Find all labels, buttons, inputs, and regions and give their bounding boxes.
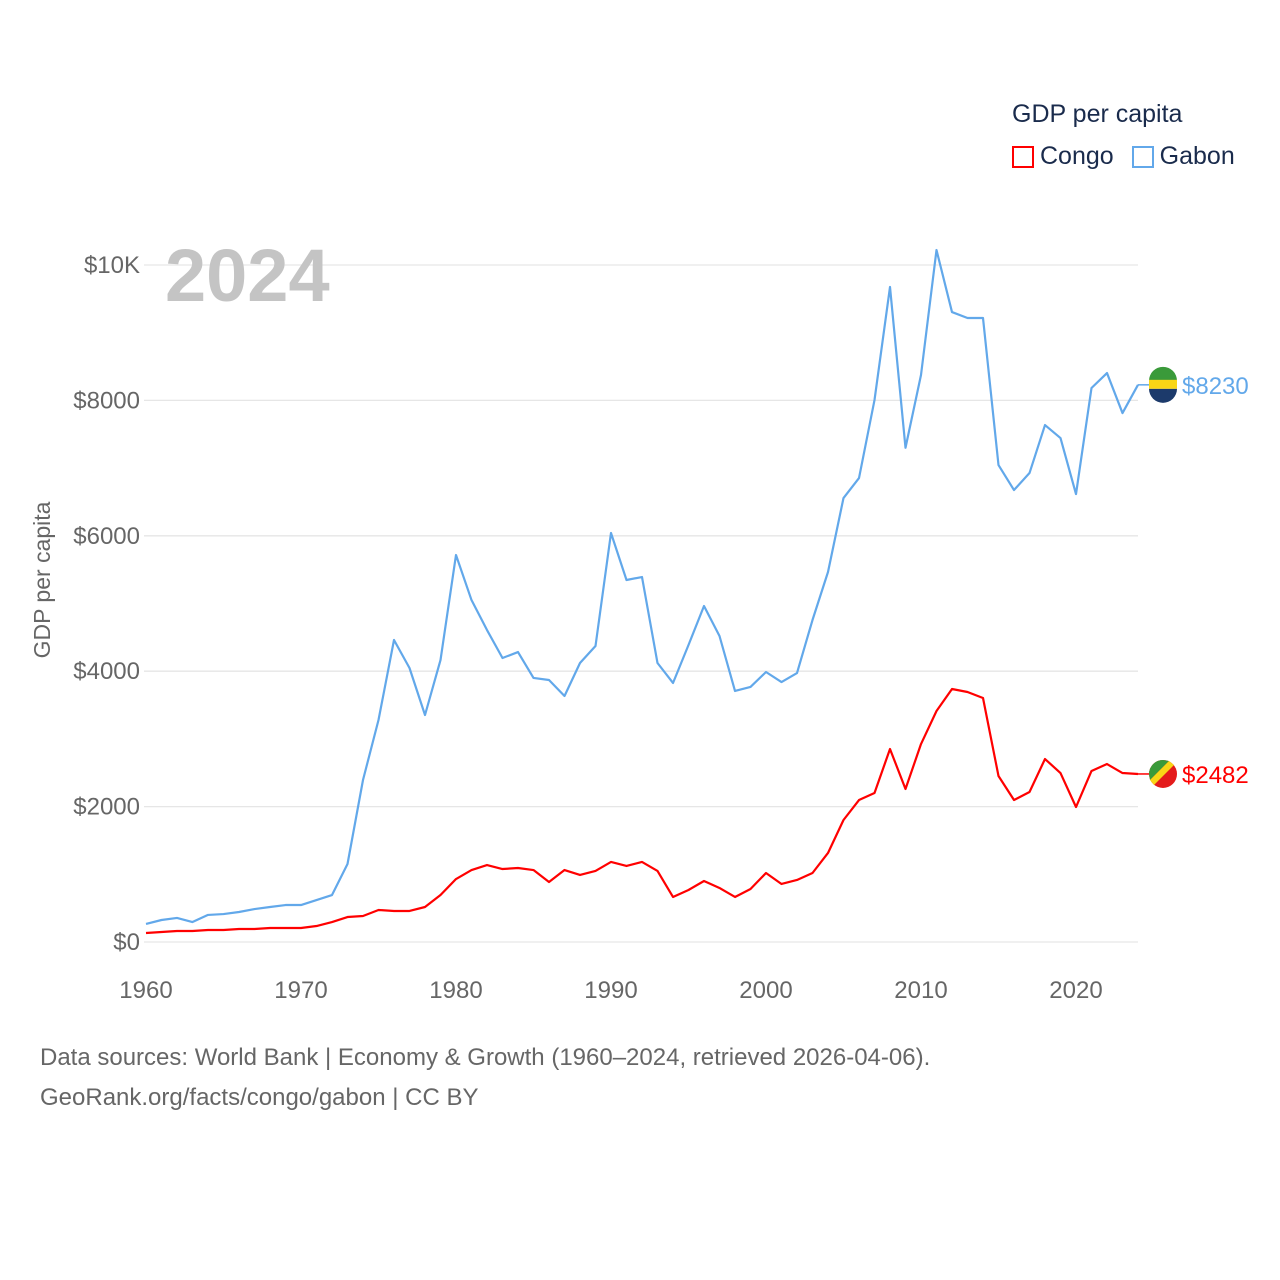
legend-title: GDP per capita xyxy=(1012,100,1183,128)
year-label: 2024 xyxy=(165,234,330,317)
x-tick-label: 1990 xyxy=(584,977,637,1004)
x-tick-label: 1970 xyxy=(274,977,327,1004)
congo-swatch xyxy=(1012,145,1034,168)
y-tick-label: $2000 xyxy=(73,794,140,821)
end-value-label-congo: $2482 xyxy=(1182,762,1249,789)
x-tick-label: 1960 xyxy=(119,977,172,1004)
gabon-flag-icon xyxy=(1149,366,1178,381)
congo-flag-yellow xyxy=(1150,760,1174,785)
x-tick-label: 2000 xyxy=(739,977,792,1004)
x-tick-label: 1980 xyxy=(429,977,482,1004)
legend-label: Congo xyxy=(1040,142,1114,170)
y-tick-label: $6000 xyxy=(73,523,140,550)
y-tick-label: $8000 xyxy=(73,387,140,414)
x-tick-label: 2010 xyxy=(894,977,947,1004)
data-sources: Data sources: World Bank | Economy & Gro… xyxy=(40,1044,931,1071)
y-tick-label: $0 xyxy=(113,929,140,956)
y-axis-label: GDP per capita xyxy=(29,501,55,658)
gabon-flag-stripe xyxy=(1149,388,1178,403)
series-line-gabon xyxy=(145,248,1139,926)
gabon-flag-stripe xyxy=(1149,379,1177,389)
gabon-swatch xyxy=(1131,145,1154,168)
y-tick-label: $10K xyxy=(84,252,140,279)
legend: Congo Gabon xyxy=(1012,142,1235,171)
y-tick-label: $4000 xyxy=(73,658,140,685)
legend-item-congo[interactable]: Congo xyxy=(1012,142,1114,171)
legend-item-gabon[interactable]: Gabon xyxy=(1131,142,1235,171)
congo-flag-green xyxy=(1149,759,1169,780)
source-link[interactable]: GeoRank.org/facts/congo/gabon | CC BY xyxy=(40,1084,479,1111)
end-value-label-gabon: $8230 xyxy=(1182,373,1249,400)
x-tick-label: 2020 xyxy=(1049,977,1102,1004)
series-line-congo xyxy=(145,687,1139,935)
legend-label: Gabon xyxy=(1159,142,1235,170)
